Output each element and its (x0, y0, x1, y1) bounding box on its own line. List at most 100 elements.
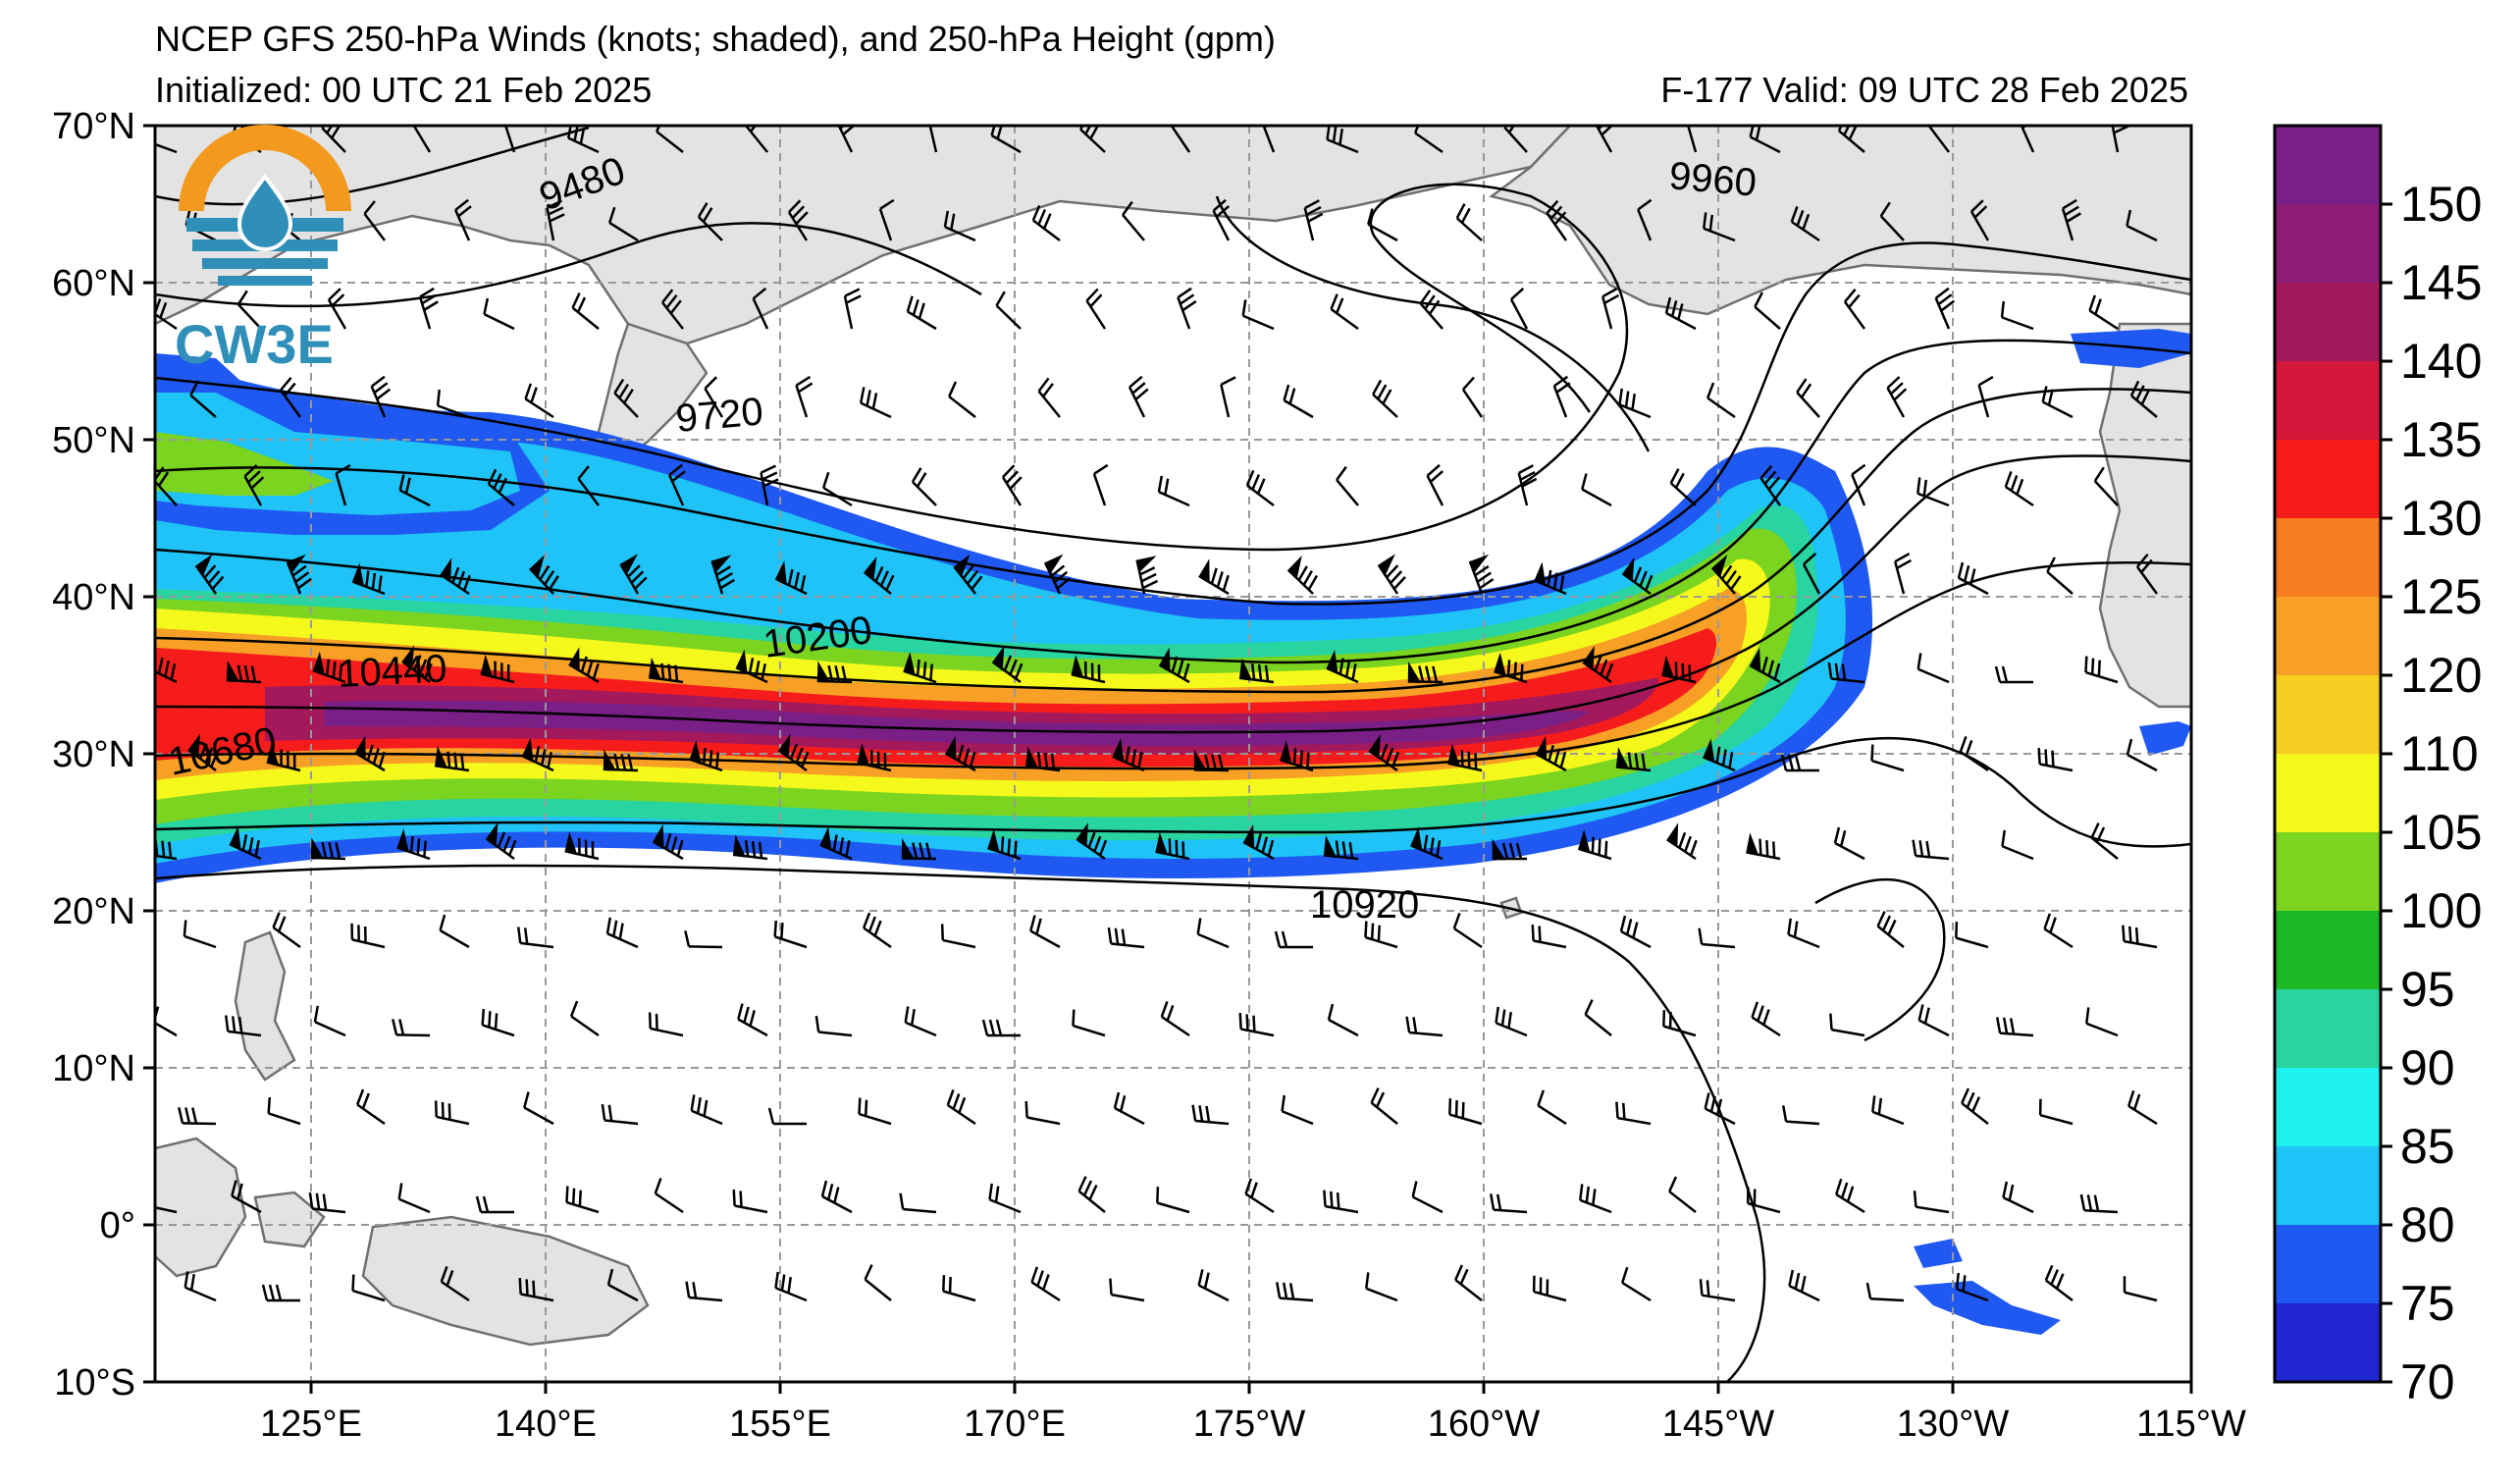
wind-barb (1749, 648, 1781, 684)
wind-barb (1865, 1282, 1905, 1302)
contour-label-10440: 10440 (337, 647, 447, 696)
wind-barb (187, 733, 219, 771)
wind-barb (1368, 734, 1400, 772)
lon-labels: 125°E 140°E 155°E 170°E 175°W 160°W 145°… (260, 1404, 2246, 1445)
wind-barb (1245, 469, 1275, 506)
wind-barb (774, 560, 808, 596)
wind-barb (981, 1019, 1021, 1037)
wind-barb (1336, 465, 1359, 506)
wind-barb (991, 645, 1024, 684)
wind-barb (1241, 299, 1275, 331)
wind-barb (189, 380, 217, 418)
wind-barb (1955, 922, 1989, 949)
wind-barb (858, 1097, 892, 1126)
wind-barb (1452, 913, 1483, 949)
wind-barb (2041, 386, 2074, 419)
wind-barb (436, 389, 470, 419)
wind-barb (286, 554, 312, 595)
wind-barb (864, 1264, 892, 1301)
cw3e-logo: CW3E (175, 125, 351, 375)
wind-barb (434, 1100, 470, 1126)
wind-barb (226, 660, 262, 684)
colorbar: 150 145 140 135 130 125 120 110 105 100 95 90 85 80 75… (2273, 124, 2482, 1409)
wind-barb (904, 1006, 937, 1037)
wind-barb (1552, 375, 1571, 418)
wind-barb (760, 464, 779, 506)
wind-barb (1710, 555, 1742, 595)
wind-barb (1191, 1104, 1230, 1126)
wind-barb (773, 920, 808, 949)
wind-barb (1829, 1013, 1865, 1037)
wind-barb (704, 376, 724, 418)
wind-barb (1668, 1176, 1697, 1213)
wind-barb (568, 647, 600, 684)
wind-barb (1517, 464, 1538, 506)
wind-barb (483, 297, 515, 331)
wind-barb (569, 1000, 600, 1037)
water-drop-icon (236, 173, 293, 251)
wind-barb (820, 1180, 853, 1214)
lat-label-30n: 30°N (52, 734, 135, 775)
wind-barb (857, 743, 892, 772)
wind-barb (1076, 822, 1108, 861)
new-guinea (361, 1215, 650, 1347)
wind-barb (1197, 1269, 1230, 1302)
wind-barb (1751, 1001, 1781, 1037)
wind-barb (310, 837, 346, 861)
wind-barb (1879, 201, 1905, 241)
wind-barb (231, 1180, 262, 1214)
wind-barb (577, 465, 600, 506)
wind-barb (1326, 650, 1359, 684)
wind-barb (2088, 294, 2119, 331)
wind-barb (1916, 653, 1950, 684)
wind-barb (355, 1088, 386, 1126)
wind-barb (710, 555, 736, 595)
init-time: Initialized: 00 UTC 21 Feb 2025 (155, 70, 653, 110)
wind-barb (1827, 662, 1865, 684)
wind-barb (516, 927, 554, 949)
wind-barb (178, 1107, 217, 1126)
wind-barb (1759, 464, 1782, 506)
wind-barb (1024, 1100, 1061, 1126)
wind-barb (1802, 553, 1821, 595)
wind-barb (1407, 662, 1444, 684)
colorbar-band (2275, 126, 2381, 205)
wind-barb (619, 554, 648, 595)
wind-barb (401, 645, 433, 683)
wind-barb (1666, 822, 1698, 861)
wind-barb (2043, 913, 2074, 949)
wind-barb (475, 1195, 514, 1214)
wind-barb (1916, 477, 1950, 507)
wind-barb (2123, 1276, 2158, 1302)
wind-barb (1621, 556, 1654, 596)
logo-sun-arc (179, 125, 351, 212)
wind-barb (943, 210, 976, 242)
wind-barb (1579, 1184, 1612, 1214)
jet-patch-south1 (1914, 1239, 1963, 1268)
wind-barb (2044, 1264, 2074, 1301)
colorbar-label: 145 (2400, 255, 2482, 310)
wind-barb (1327, 1003, 1359, 1037)
colorbar-band (2275, 1068, 2381, 1147)
wind-barb (1244, 1178, 1275, 1214)
wind-barb (454, 198, 472, 241)
wind-barb (605, 917, 639, 949)
wind-barb (327, 288, 347, 330)
wind-barb (928, 126, 938, 153)
wind-barb (1537, 1089, 1567, 1126)
wind-barb (1037, 377, 1061, 418)
wind-barb (1280, 740, 1314, 772)
wind-barb (953, 554, 983, 595)
wind-barb (1959, 736, 1989, 772)
wind-barb (2090, 822, 2119, 860)
wind-barb (1870, 744, 1905, 772)
wind-barb (521, 737, 554, 772)
wind-barb (613, 378, 639, 418)
lat-label-10n: 10°N (52, 1048, 135, 1089)
wind-barb (155, 656, 178, 684)
wind-barb (911, 467, 937, 506)
wind-barb (2126, 738, 2158, 772)
wind-barb (1955, 1272, 1989, 1302)
wind-barb (862, 912, 892, 949)
wind-barb (1411, 1181, 1444, 1214)
